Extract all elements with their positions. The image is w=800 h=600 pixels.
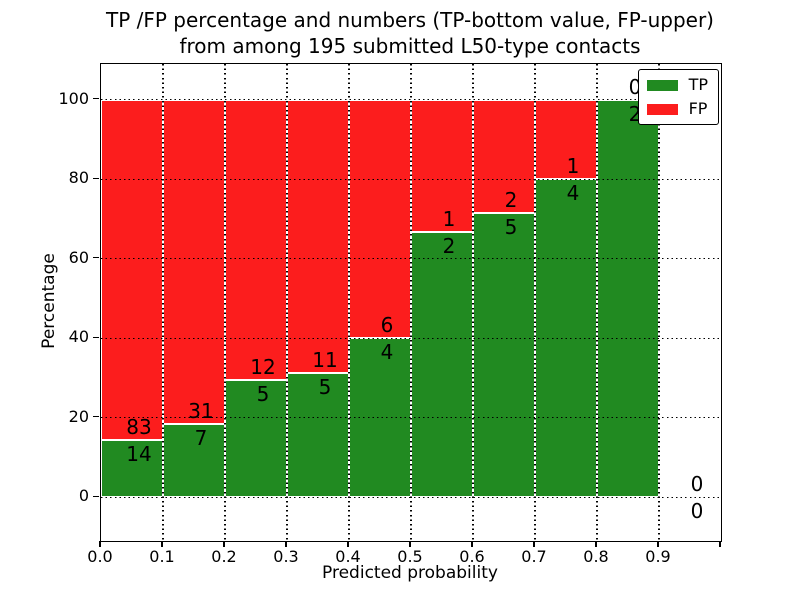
h-gridline-20 bbox=[101, 417, 721, 419]
x-axis-label: Predicted probability bbox=[322, 563, 498, 583]
legend-entry-tp: TP bbox=[646, 75, 708, 94]
y-tick-0 bbox=[93, 495, 99, 497]
fp-count-label-6: 2 bbox=[504, 188, 518, 213]
fp-count-label-0: 83 bbox=[126, 414, 152, 439]
chart-title-line2: from among 195 submitted L50-type contac… bbox=[179, 33, 641, 58]
fp-count-label-5: 1 bbox=[442, 207, 456, 232]
bar-segment-fp-2 bbox=[225, 99, 287, 381]
tp-count-label-4: 4 bbox=[380, 340, 394, 365]
legend-entry-fp: FP bbox=[646, 99, 708, 118]
fp-count-label-9: 0 bbox=[690, 472, 704, 497]
bar-segment-fp-6 bbox=[473, 99, 535, 214]
y-axis-label: Percentage bbox=[39, 253, 59, 349]
tp-count-label-0: 14 bbox=[126, 441, 152, 466]
fp-count-label-2: 12 bbox=[250, 355, 276, 380]
tp-legend-label: TP bbox=[688, 75, 708, 94]
bar-segment-fp-4 bbox=[349, 99, 411, 339]
h-gridline-100 bbox=[101, 99, 721, 101]
y-tick-label-100: 100 bbox=[58, 88, 89, 108]
y-tick-60 bbox=[93, 257, 99, 259]
y-tick-label-20: 20 bbox=[68, 406, 89, 426]
plot-area: 83 14 31 7 12 5 11 5 6 4 1 2 2 5 1 4 0 2 0 0 TP FP bbox=[100, 63, 722, 542]
tp-count-label-6: 5 bbox=[504, 215, 518, 240]
fp-count-label-4: 6 bbox=[380, 313, 394, 338]
chart-title-line1: TP /FP percentage and numbers (TP-bottom… bbox=[106, 8, 714, 32]
fp-count-label-7: 1 bbox=[566, 154, 580, 179]
h-gridline-0 bbox=[101, 496, 721, 498]
tp-count-label-9: 0 bbox=[690, 499, 704, 524]
fp-count-label-1: 31 bbox=[188, 399, 214, 424]
tp-count-label-1: 7 bbox=[194, 426, 208, 451]
bar-segment-tp-7 bbox=[535, 179, 597, 498]
bar-segment-fp-1 bbox=[163, 99, 225, 425]
y-tick-20 bbox=[93, 416, 99, 418]
gridlines-layer bbox=[101, 64, 721, 541]
v-gridline-0.7 bbox=[534, 64, 536, 541]
tp-count-label-3: 5 bbox=[318, 375, 332, 400]
v-gridline-0.2 bbox=[224, 64, 226, 541]
y-tick-100 bbox=[93, 98, 99, 100]
v-gridline-0.3 bbox=[286, 64, 288, 541]
bar-segment-fp-3 bbox=[287, 99, 349, 374]
h-gridline-80 bbox=[101, 178, 721, 180]
fp-legend-label: FP bbox=[688, 99, 708, 118]
annotations-layer: 83 14 31 7 12 5 11 5 6 4 1 2 2 5 1 4 0 2 0 0 bbox=[101, 64, 721, 541]
bar-segment-tp-0 bbox=[101, 439, 163, 498]
legend: TP FP bbox=[637, 69, 719, 125]
v-gridline-0.5 bbox=[410, 64, 412, 541]
h-gridline-40 bbox=[101, 337, 721, 339]
chart-title: TP /FP percentage and numbers (TP-bottom… bbox=[100, 8, 720, 59]
v-gridline-0.6 bbox=[472, 64, 474, 541]
bar-segment-tp-1 bbox=[163, 424, 225, 498]
bar-segment-fp-7 bbox=[535, 99, 597, 180]
v-gridline-0.4 bbox=[348, 64, 350, 541]
bar-segment-fp-0 bbox=[101, 99, 163, 440]
v-gridline-0.9 bbox=[658, 64, 660, 541]
bar-segment-tp-8 bbox=[597, 99, 659, 498]
v-gridline-0.8 bbox=[596, 64, 598, 541]
y-tick-label-0: 0 bbox=[78, 486, 89, 506]
fp-count-label-3: 11 bbox=[312, 348, 338, 373]
bar-segment-tp-6 bbox=[473, 213, 535, 498]
tp-count-label-5: 2 bbox=[442, 234, 456, 259]
bar-segment-tp-3 bbox=[287, 373, 349, 498]
fp-legend-swatch bbox=[646, 103, 678, 115]
bar-segment-tp-5 bbox=[411, 232, 473, 498]
bar-segment-tp-4 bbox=[349, 338, 411, 498]
tp-count-label-7: 4 bbox=[566, 181, 580, 206]
y-tick-label-80: 80 bbox=[68, 168, 89, 188]
bar-segment-fp-5 bbox=[411, 99, 473, 233]
h-gridline-60 bbox=[101, 258, 721, 260]
y-tick-40 bbox=[93, 336, 99, 338]
bars-layer bbox=[101, 64, 721, 541]
v-gridline-0.1 bbox=[162, 64, 164, 541]
tp-legend-swatch bbox=[646, 79, 678, 91]
bar-segment-tp-2 bbox=[225, 380, 287, 498]
y-tick-80 bbox=[93, 177, 99, 179]
tp-count-label-2: 5 bbox=[256, 382, 270, 407]
